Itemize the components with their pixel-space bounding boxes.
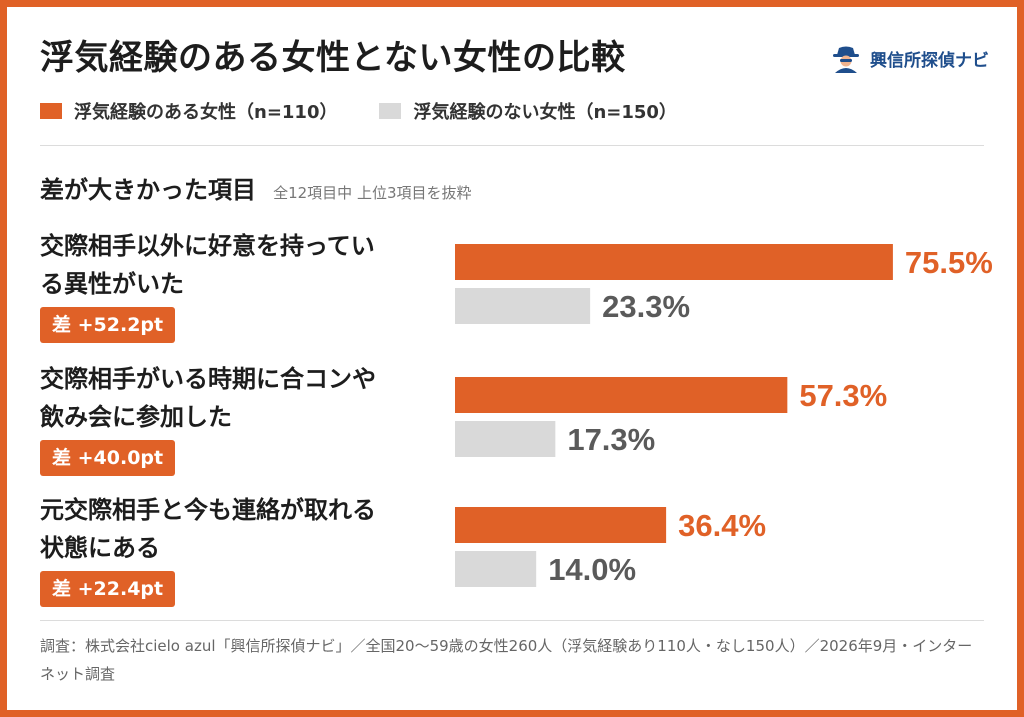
category-label-3: 元交際相手と今も連絡が取れる 状態にある (40, 491, 435, 567)
diff-badge-3: 差 +22.4pt (40, 571, 176, 607)
section-title: 差が大きかった項目 (40, 176, 256, 204)
category-label-1: 交際相手以外に好意を持ってい る異性がいた (40, 227, 435, 303)
bar-without-affair-1 (455, 288, 591, 324)
survey-footnote: 調査：株式会社cielo azul「興信所探偵ナビ」／全国20〜59歳の女性26… (40, 637, 973, 683)
section-subtitle: 全12項目中 上位3項目を抜粋 (273, 184, 472, 202)
legend-item-with-affair: 浮気経験のある女性（n=110） (40, 98, 337, 124)
bar-with-affair-3 (455, 507, 667, 543)
category-label-3-line2: 状態にある (40, 534, 160, 562)
detective-icon (833, 46, 859, 73)
legend-label-without-affair: 浮気経験のない女性（n=150） (413, 102, 677, 123)
chart-title: 浮気経験のある女性とない女性の比較 (40, 38, 626, 78)
value-label-with-affair-2: 57.3% (799, 378, 887, 413)
legend-label-with-affair: 浮気経験のある女性（n=110） (74, 102, 338, 123)
diff-badge-2: 差 +40.0pt (40, 440, 176, 476)
category-label-2: 交際相手がいる時期に合コンや 飲み会に参加した (40, 360, 435, 436)
top-divider (40, 145, 984, 146)
category-label-3-line1: 元交際相手と今も連絡が取れる (40, 496, 376, 524)
bar-with-affair-1 (455, 244, 893, 280)
category-label-1-line1: 交際相手以外に好意を持ってい (40, 232, 375, 260)
section-heading: 差が大きかった項目 全12項目中 上位3項目を抜粋 (40, 170, 472, 205)
brand-logo: 興信所探偵ナビ (830, 40, 989, 76)
category-label-1-line2: る異性がいた (40, 270, 184, 298)
chart-legend: 浮気経験のある女性（n=110） 浮気経験のない女性（n=150） (40, 98, 719, 124)
value-label-without-affair-1: 23.3% (602, 289, 690, 324)
category-label-2-line1: 交際相手がいる時期に合コンや (40, 365, 376, 393)
bar-with-affair-2 (455, 377, 788, 413)
bottom-divider (40, 620, 984, 621)
bar-without-affair-3 (455, 551, 537, 587)
brand-name: 興信所探偵ナビ (870, 50, 989, 71)
legend-swatch-gray (379, 103, 402, 119)
diff-badge-1: 差 +52.2pt (40, 307, 176, 343)
value-label-without-affair-3: 14.0% (548, 552, 636, 587)
value-label-with-affair-3: 36.4% (678, 508, 766, 543)
value-label-with-affair-1: 75.5% (905, 245, 993, 280)
category-label-2-line2: 飲み会に参加した (40, 403, 232, 431)
value-label-without-affair-2: 17.3% (567, 422, 655, 457)
legend-swatch-orange (40, 103, 62, 119)
bar-without-affair-2 (455, 421, 556, 457)
legend-item-without-affair: 浮気経験のない女性（n=150） (379, 98, 677, 124)
